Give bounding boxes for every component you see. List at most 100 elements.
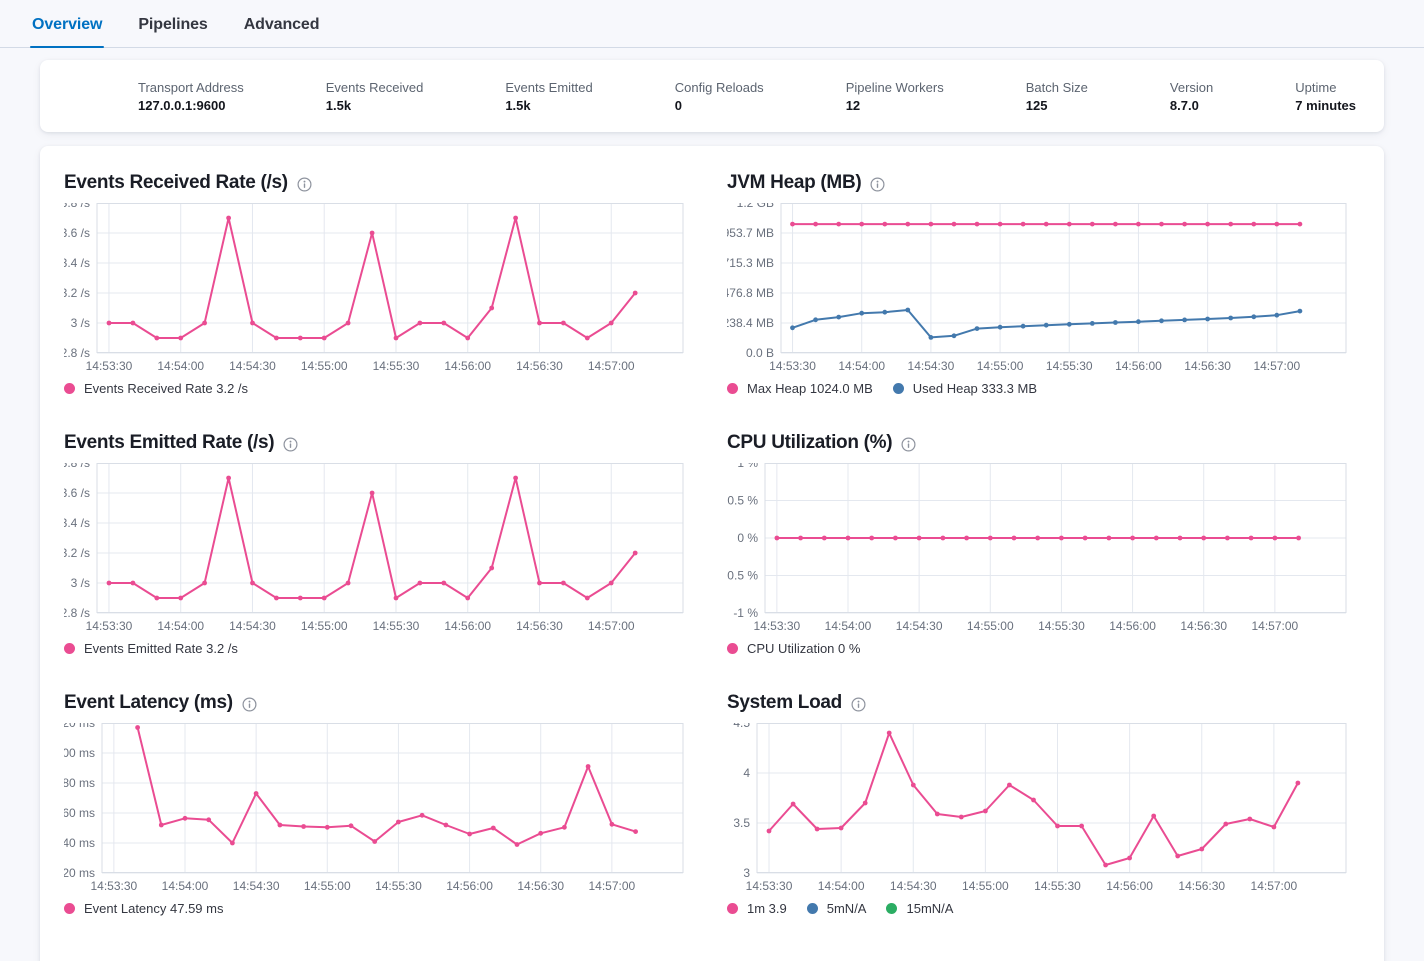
chart-title-row: System Load (727, 692, 1360, 714)
legend-item[interactable]: Used Heap 333.3 MB (892, 381, 1037, 396)
chart-legend: Events Emitted Rate 3.2 /s (64, 641, 697, 656)
svg-text:14:57:00: 14:57:00 (1253, 359, 1300, 373)
chart-jvm-heap: JVM Heap (MB) 1.2 GB 953.7 MB 715.3 MB 476.8… (727, 172, 1360, 396)
svg-text:3.4 /s: 3.4 /s (64, 516, 90, 530)
svg-text:14:53:30: 14:53:30 (86, 619, 133, 633)
legend-label: Event Latency 47.59 ms (84, 901, 224, 916)
svg-text:14:55:30: 14:55:30 (373, 359, 420, 373)
chart-plot-events-received-rate[interactable]: 3.8 /s 3.6 /s 3.4 /s 3.2 /s 3 /s 2.8 /s14:53:… (64, 203, 697, 375)
svg-text:-0.5 %: -0.5 % (727, 569, 758, 583)
stat-value: 1.5k (325, 97, 352, 113)
stat-value: 127.0.0.1:9600 (138, 97, 226, 113)
stat-label: Version (1169, 79, 1214, 95)
svg-text:14:56:30: 14:56:30 (517, 879, 564, 893)
legend-item[interactable]: 1m 3.9 (727, 901, 787, 916)
chart-title-row: Events Received Rate (/s) (64, 172, 697, 194)
legend-item[interactable]: 15mN/A (886, 901, 953, 916)
tab-bar: Overview Pipelines Advanced (0, 0, 1424, 48)
svg-text:14:53:30: 14:53:30 (90, 879, 137, 893)
legend-dot-icon (886, 903, 898, 914)
chart-legend: 1m 3.9 5mN/A 15mN/A (727, 901, 1360, 916)
legend-item[interactable]: Event Latency 47.59 ms (64, 901, 223, 916)
svg-text:3 /s: 3 /s (71, 576, 90, 590)
legend-dot-icon (727, 903, 738, 914)
legend-label: 5mN/A (826, 901, 867, 916)
charts-grid: Events Received Rate (/s) 3.8 /s 3.6 /s 3.4… (64, 172, 1360, 916)
stat-value: 125 (1025, 97, 1048, 113)
tab-overview[interactable]: Overview (30, 4, 105, 48)
node-summary-bar: Transport Address 127.0.0.1:9600 Events Re… (40, 60, 1384, 132)
chart-title-jvm-heap: JVM Heap (MB) (727, 172, 862, 193)
info-icon[interactable] (901, 436, 916, 452)
legend-item[interactable]: CPU Utilization 0 % (727, 641, 860, 656)
svg-text:14:56:30: 14:56:30 (516, 359, 563, 373)
legend-item[interactable]: Events Received Rate 3.2 /s (64, 381, 248, 396)
stat-label: Config Reloads (674, 79, 764, 95)
legend-dot-icon (892, 383, 904, 394)
info-icon[interactable] (870, 176, 885, 192)
svg-text:14:54:30: 14:54:30 (896, 619, 943, 633)
svg-text:3.8 /s: 3.8 /s (64, 463, 90, 470)
legend-label: Events Received Rate 3.2 /s (84, 381, 249, 396)
svg-text:3.2 /s: 3.2 /s (64, 546, 90, 560)
svg-text:4.5: 4.5 (733, 723, 750, 730)
svg-text:14:55:30: 14:55:30 (1038, 619, 1085, 633)
svg-text:60 ms: 60 ms (64, 806, 95, 820)
chart-title-row: Event Latency (ms) (64, 692, 697, 714)
svg-text:476.8 MB: 476.8 MB (727, 286, 774, 300)
svg-text:14:56:00: 14:56:00 (1106, 879, 1153, 893)
svg-text:3.6 /s: 3.6 /s (64, 486, 90, 500)
svg-text:14:55:00: 14:55:00 (962, 879, 1009, 893)
svg-text:715.3 MB: 715.3 MB (727, 256, 774, 270)
svg-text:14:54:00: 14:54:00 (825, 619, 872, 633)
chart-title-cpu-utilization: CPU Utilization (%) (727, 432, 893, 453)
svg-text:14:53:30: 14:53:30 (86, 359, 133, 373)
svg-text:1 %: 1 % (737, 463, 758, 470)
svg-text:14:54:00: 14:54:00 (157, 619, 204, 633)
legend-item[interactable]: Max Heap 1024.0 MB (727, 381, 873, 396)
svg-text:40 ms: 40 ms (64, 836, 95, 850)
svg-text:14:54:30: 14:54:30 (233, 879, 280, 893)
tab-advanced[interactable]: Advanced (243, 16, 320, 33)
chart-cpu-utilization: CPU Utilization (%) 1 % 0.5 % 0 % -0.5 % -1 %… (727, 432, 1360, 656)
info-icon[interactable] (297, 176, 312, 192)
chart-title-events-emitted-rate: Events Emitted Rate (/s) (64, 432, 275, 453)
stat-label: Events Received (325, 79, 424, 95)
legend-item[interactable]: Events Emitted Rate 3.2 /s (64, 641, 238, 656)
svg-text:14:57:00: 14:57:00 (1251, 879, 1298, 893)
legend-dot-icon (64, 903, 75, 914)
svg-text:14:55:00: 14:55:00 (977, 359, 1024, 373)
svg-text:14:55:00: 14:55:00 (967, 619, 1014, 633)
stat-uptime: Uptime 7 minutes (1295, 80, 1356, 113)
chart-plot-event-latency[interactable]: 120 ms 100 ms 80 ms 60 ms 40 ms 20 ms14:53:30… (64, 723, 697, 895)
chart-legend: CPU Utilization 0 % (727, 641, 1360, 656)
stat-label: Events Emitted (505, 79, 593, 95)
svg-text:14:54:30: 14:54:30 (890, 879, 937, 893)
stat-config-reloads: Config Reloads 0 (675, 80, 764, 113)
chart-plot-cpu-utilization[interactable]: 1 % 0.5 % 0 % -0.5 % -1 %14:53:30 14:54:00 14:… (727, 463, 1360, 635)
svg-text:3.5: 3.5 (733, 816, 750, 830)
info-icon[interactable] (283, 436, 298, 452)
svg-text:14:56:00: 14:56:00 (446, 879, 493, 893)
svg-text:14:54:30: 14:54:30 (908, 359, 955, 373)
chart-plot-system-load[interactable]: 4.5 4 3.5 314:53:30 14:54:00 14:54:30 14:55:00… (727, 723, 1360, 895)
stat-label: Batch Size (1025, 79, 1088, 95)
svg-text:1.2 GB: 1.2 GB (737, 203, 774, 210)
tab-pipelines[interactable]: Pipelines (138, 16, 208, 33)
info-icon[interactable] (242, 696, 257, 712)
svg-text:4: 4 (743, 766, 750, 780)
svg-text:-1 %: -1 % (733, 606, 758, 620)
chart-plot-events-emitted-rate[interactable]: 3.8 /s 3.6 /s 3.4 /s 3.2 /s 3 /s 2.8 /s14:53:… (64, 463, 697, 635)
svg-text:14:55:30: 14:55:30 (375, 879, 422, 893)
stat-events-emitted: Events Emitted 1.5k (505, 80, 592, 113)
chart-plot-jvm-heap[interactable]: 1.2 GB 953.7 MB 715.3 MB 476.8 MB 238.4 MB 0.… (727, 203, 1360, 375)
svg-text:0 %: 0 % (737, 531, 758, 545)
stat-value: 1.5k (505, 97, 531, 113)
legend-dot-icon (806, 903, 818, 914)
info-icon[interactable] (851, 696, 866, 712)
legend-item[interactable]: 5mN/A (806, 901, 867, 916)
svg-text:14:56:30: 14:56:30 (1180, 619, 1227, 633)
svg-text:14:54:00: 14:54:00 (838, 359, 885, 373)
svg-text:2.8 /s: 2.8 /s (64, 346, 90, 360)
chart-title-events-received-rate: Events Received Rate (/s) (64, 172, 288, 193)
